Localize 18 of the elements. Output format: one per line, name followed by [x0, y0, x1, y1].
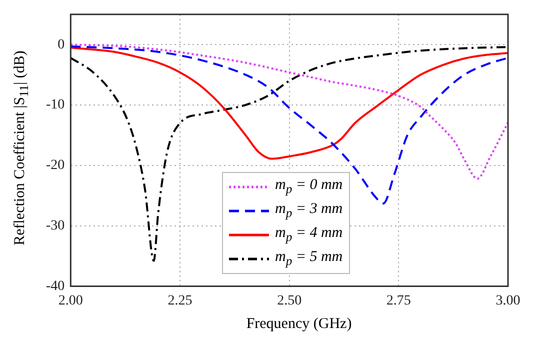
legend-label: m$_{p}$ = 4 mm: [275, 225, 343, 244]
y-tick-label: 0: [58, 37, 65, 52]
legend-label: m$_{p}$ = 0 mm: [275, 177, 343, 196]
y-tick-label: -30: [46, 218, 65, 234]
x-tick-label: 2.00: [58, 293, 83, 308]
line-series: [70, 44, 508, 180]
line-series: [70, 46, 508, 160]
line-series: [70, 45, 508, 204]
y-tick-label: -10: [46, 98, 65, 113]
legend-label: m$_{p}$ = 3 mm: [275, 201, 343, 220]
y-tick-label: -40: [46, 278, 65, 294]
legend-label: m$_{p}$ = 5 mm: [275, 249, 343, 268]
x-tick-label: 2.75: [386, 293, 411, 308]
y-tick-label: -20: [46, 158, 65, 174]
x-tick-label: 3.00: [496, 293, 520, 308]
x-tick-label: 2.50: [277, 293, 302, 308]
x-tick-label: 2.25: [168, 293, 192, 308]
x-axis-title: Frequency (GHz): [245, 316, 353, 333]
